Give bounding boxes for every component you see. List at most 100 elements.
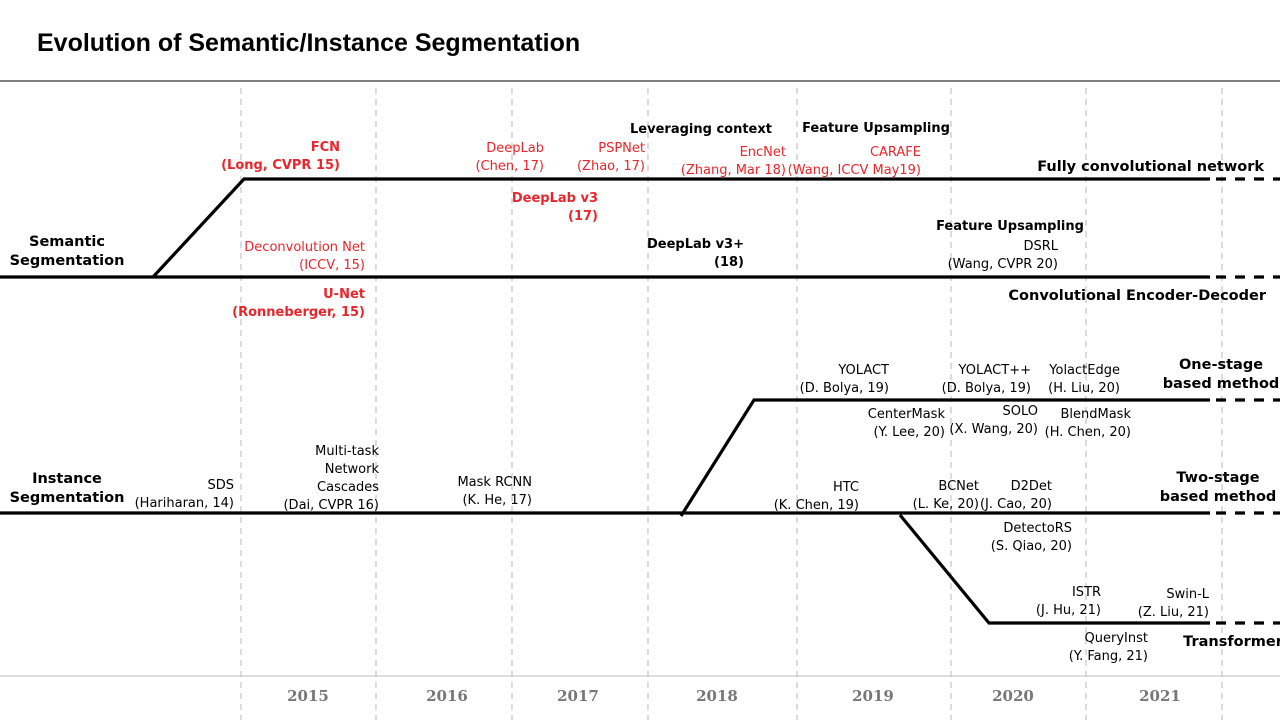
annotation-deeplab-v3-plus: DeepLab v3+ (18) [647,237,744,270]
annotation-line: BCNet [938,479,979,494]
branch-label-twostage: Two-stage based method [1160,470,1277,505]
year-label: 2019 [852,687,894,705]
year-label: 2018 [696,687,738,705]
annotation-feature-upsampling-2: Feature Upsampling [936,219,1084,234]
annotation-line: Deconvolution Net [244,240,365,255]
annotation-yolact-plus-plus: YOLACT++ (D. Bolya, 19) [942,363,1031,396]
annotation-line: (Y. Lee, 20) [873,425,945,440]
annotation-line: Cascades [317,480,379,495]
annotation-line: (17) [568,209,598,224]
year-axis: 2015 2016 2017 2018 2019 2020 2021 [287,687,1181,705]
annotation-line: (Chen, 17) [475,159,544,174]
annotation-line: Semantic [29,234,105,250]
semantic-timeline [0,177,1280,279]
annotation-line: (L. Ke, 20) [913,497,979,512]
annotation-line: CARAFE [870,145,921,160]
year-label: 2017 [557,687,599,705]
annotation-line: Multi-task [315,444,379,459]
annotation-istr: ISTR (J. Hu, 21) [1036,585,1101,618]
annotation-line: BlendMask [1060,407,1131,422]
annotation-line: YolactEdge [1048,363,1120,378]
annotation-line: PSPNet [598,141,645,156]
onestage-line [679,398,1210,517]
annotation-deeplab: DeepLab (Chen, 17) [475,141,544,174]
annotation-line: YOLACT [837,363,889,378]
annotation-swin-l: Swin-L (Z. Liu, 21) [1138,587,1210,620]
annotation-line: (Y. Fang, 21) [1069,649,1148,664]
annotation-line: CenterMask [868,407,946,422]
annotation-line: EncNet [740,145,786,160]
annotation-line: FCN [311,140,340,155]
annotation-line: Leveraging context [630,122,772,137]
annotation-line: based method [1160,489,1277,505]
annotation-line: (D. Bolya, 19) [942,381,1031,396]
annotation-deeplab-v3: DeepLab v3 (17) [512,191,598,224]
annotation-line: Instance [32,471,102,487]
annotation-d2det: D2Det (J. Cao, 20) [980,479,1052,512]
annotation-line: ISTR [1072,585,1101,600]
annotation-carafe: CARAFE (Wang, ICCV May19) [788,145,921,178]
annotation-line: Transformer [1183,634,1280,650]
branch-label-fcn: Fully convolutional network [1037,159,1264,175]
branch-label-transformer: Transformer [1183,634,1280,650]
instance-timeline [0,398,1280,625]
fcn-line [151,177,1210,279]
annotation-centermask: CenterMask (Y. Lee, 20) [868,407,946,440]
annotation-line: (Zhao, 17) [577,159,645,174]
annotation-line: HTC [833,480,859,495]
annotation-htc: HTC (K. Chen, 19) [774,480,859,513]
year-label: 2016 [426,687,468,705]
transformer-line [898,513,1210,625]
annotation-line: (Wang, CVPR 20) [948,257,1058,272]
year-label: 2021 [1139,687,1181,705]
annotation-line: Feature Upsampling [802,121,950,136]
annotation-line: DSRL [1023,239,1058,254]
section-label-semantic: Semantic Segmentation [10,234,125,269]
annotation-line: (Hariharan, 14) [135,496,234,511]
annotation-line: SDS [207,478,234,493]
annotation-line: (D. Bolya, 19) [800,381,889,396]
annotation-mask-rcnn: Mask RCNN (K. He, 17) [457,475,532,508]
annotation-line: Network [325,462,380,477]
annotation-line: U-Net [323,287,365,302]
annotation-yolactedge: YolactEdge (H. Liu, 20) [1048,363,1120,396]
section-label-instance: Instance Segmentation [10,471,125,506]
annotation-line: (Ronneberger, 15) [232,305,365,320]
annotation-line: YOLACT++ [958,363,1031,378]
annotation-line: SOLO [1003,404,1039,419]
annotation-line: (Wang, ICCV May19) [788,163,921,178]
branch-label-encdec: Convolutional Encoder-Decoder [1008,288,1266,304]
annotation-line: Mask RCNN [457,475,532,490]
annotation-line: based method [1163,376,1280,392]
annotation-line: Segmentation [10,490,125,506]
annotation-line: DeepLab v3+ [647,237,744,252]
annotation-line: (Z. Liu, 21) [1138,605,1209,620]
annotation-line: (Dai, CVPR 16) [283,498,379,513]
annotation-line: Fully convolutional network [1037,159,1264,175]
annotation-line: Feature Upsampling [936,219,1084,234]
annotation-line: (H. Liu, 20) [1048,381,1120,396]
year-grid [240,88,1223,720]
annotation-leveraging-context: Leveraging context [630,122,772,137]
annotation-pspnet: PSPNet (Zhao, 17) [577,141,645,174]
annotation-queryinst: QueryInst (Y. Fang, 21) [1069,631,1148,664]
year-label: 2015 [287,687,329,705]
annotation-bcnet: BCNet (L. Ke, 20) [913,479,979,512]
annotation-line: (H. Chen, 20) [1045,425,1131,440]
annotation-fcn: FCN (Long, CVPR 15) [221,140,340,173]
annotation-line: Swin-L [1166,587,1209,602]
annotation-line: DeepLab [486,141,544,156]
annotation-line: (X. Wang, 20) [949,422,1038,437]
annotation-multitask-network-cascades: Multi-task Network Cascades (Dai, CVPR 16) [283,444,379,513]
annotation-line: (Zhang, Mar 18) [681,163,786,178]
annotation-unet: U-Net (Ronneberger, 15) [232,287,365,320]
annotation-line: (S. Qiao, 20) [991,539,1072,554]
annotation-dsrl: DSRL (Wang, CVPR 20) [948,239,1059,272]
annotation-line: One-stage [1179,357,1263,373]
annotation-line: Segmentation [10,253,125,269]
annotation-line: (K. Chen, 19) [774,498,859,513]
annotation-line: (K. He, 17) [462,493,532,508]
annotation-solo: SOLO (X. Wang, 20) [949,404,1038,437]
